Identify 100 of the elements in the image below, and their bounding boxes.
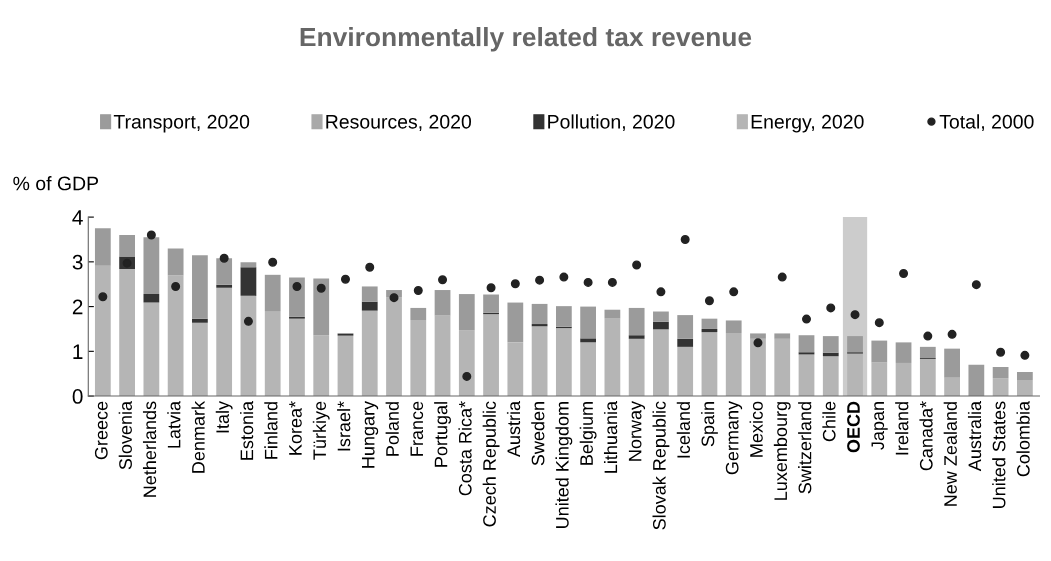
legend-label: Resources, 2020 bbox=[326, 114, 472, 131]
x-tick-label: Belgium bbox=[579, 402, 597, 465]
bar bbox=[580, 342, 597, 397]
bar bbox=[264, 311, 281, 397]
x-tick-label: Italy bbox=[215, 400, 233, 433]
bar bbox=[192, 318, 208, 323]
x-tick-label: Estonia bbox=[240, 400, 254, 460]
bar bbox=[483, 314, 499, 397]
point bbox=[777, 272, 787, 282]
bar bbox=[240, 267, 257, 296]
x-tick-label: Costa Rica* bbox=[458, 401, 472, 496]
point bbox=[607, 277, 617, 287]
x-tick-label: Austria bbox=[506, 400, 521, 458]
bar bbox=[968, 364, 985, 397]
point bbox=[292, 281, 302, 291]
x-tick-label: Israel* bbox=[337, 401, 351, 451]
bar bbox=[264, 274, 281, 312]
bar bbox=[992, 378, 1009, 397]
bar bbox=[1016, 379, 1033, 397]
bar bbox=[653, 329, 669, 397]
bar bbox=[555, 306, 572, 327]
bar bbox=[822, 336, 839, 353]
bar bbox=[653, 311, 669, 322]
bar bbox=[94, 228, 111, 266]
point bbox=[802, 314, 812, 324]
x-tick-label: United Kingdom bbox=[555, 402, 573, 528]
x-tick-label: Latvia bbox=[167, 400, 181, 448]
x-tick-label: Lithuania bbox=[603, 400, 618, 473]
bar bbox=[871, 340, 888, 363]
bar bbox=[361, 301, 378, 311]
x-tick-label: Luxembourg bbox=[773, 402, 791, 500]
bar bbox=[750, 338, 766, 397]
point bbox=[923, 331, 933, 341]
y-tick-label: 1 bbox=[73, 344, 83, 359]
bar bbox=[677, 346, 694, 397]
x-tick-label: Japan bbox=[871, 402, 888, 450]
point bbox=[996, 347, 1006, 357]
point bbox=[510, 279, 520, 289]
x-tick-label: Korea* bbox=[289, 401, 302, 455]
x-tick-label: OECD bbox=[847, 401, 860, 453]
bar bbox=[604, 318, 621, 397]
x-tick-label: Czech Republic bbox=[482, 401, 500, 527]
bar bbox=[701, 318, 718, 329]
bar bbox=[143, 302, 160, 397]
point bbox=[826, 303, 836, 313]
x-tick-label: Mexico bbox=[749, 401, 763, 457]
x-tick-label: United States bbox=[992, 401, 1006, 508]
bar bbox=[701, 328, 718, 333]
x-tick-label: Poland bbox=[385, 402, 399, 456]
bar bbox=[216, 287, 233, 397]
x-tick-label: Greece bbox=[94, 401, 108, 460]
point bbox=[535, 275, 545, 285]
bar bbox=[410, 320, 427, 397]
bar bbox=[313, 335, 330, 397]
bar bbox=[410, 307, 427, 321]
legend-label: Transport, 2020 bbox=[113, 114, 250, 133]
point bbox=[753, 338, 763, 348]
legend-label: Total, 2000 bbox=[939, 114, 1034, 131]
point bbox=[729, 287, 739, 297]
y-tick-label: 3 bbox=[72, 254, 83, 270]
bar bbox=[992, 366, 1009, 379]
x-tick-label: Iceland bbox=[676, 402, 691, 458]
x-tick-label: France bbox=[410, 401, 424, 456]
point bbox=[462, 371, 472, 381]
bar bbox=[143, 294, 160, 303]
bar bbox=[337, 335, 354, 397]
bar bbox=[167, 248, 184, 276]
bar bbox=[434, 290, 451, 316]
point bbox=[632, 260, 642, 270]
bar bbox=[701, 332, 718, 397]
point bbox=[365, 262, 375, 272]
y-axis-title: % of GDP bbox=[13, 176, 99, 191]
point bbox=[486, 283, 496, 293]
point bbox=[316, 283, 326, 293]
y-tick-label: 4 bbox=[72, 210, 83, 225]
point bbox=[704, 296, 714, 306]
point bbox=[971, 280, 981, 290]
bar bbox=[289, 318, 305, 397]
bar bbox=[458, 330, 475, 397]
bar bbox=[725, 332, 742, 397]
point bbox=[850, 310, 860, 320]
bar bbox=[847, 353, 863, 397]
bar bbox=[677, 338, 694, 347]
legend-label: Energy, 2020 bbox=[751, 114, 864, 133]
bar bbox=[628, 335, 645, 339]
bar bbox=[386, 297, 402, 397]
bar bbox=[458, 294, 475, 331]
bar bbox=[216, 284, 233, 288]
bar bbox=[240, 295, 257, 397]
bar bbox=[919, 358, 936, 397]
bar bbox=[192, 322, 208, 397]
point bbox=[389, 293, 399, 303]
point bbox=[680, 234, 690, 244]
point bbox=[413, 285, 423, 295]
bar bbox=[895, 342, 912, 363]
bar bbox=[119, 235, 135, 257]
bar bbox=[507, 302, 524, 343]
bar bbox=[628, 338, 645, 397]
bar bbox=[604, 309, 621, 319]
point bbox=[219, 253, 229, 263]
